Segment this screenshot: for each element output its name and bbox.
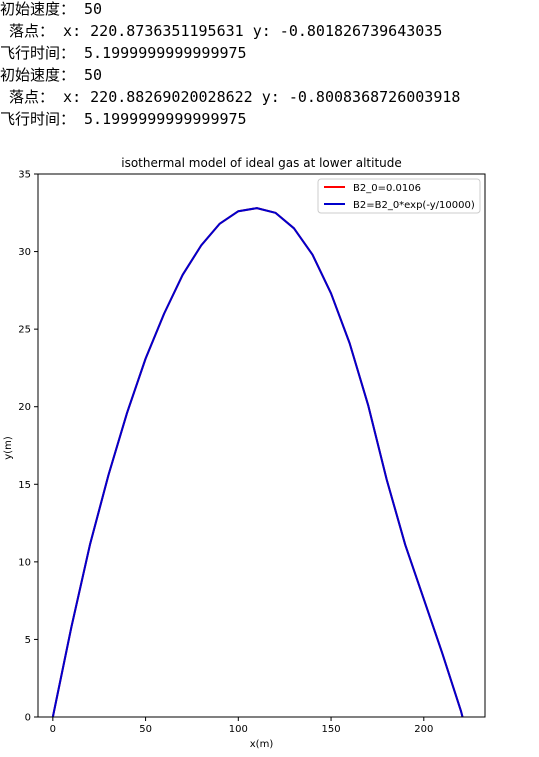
x-tick-label: 100 — [229, 724, 248, 735]
x-axis: 0 50 100 150 200 — [50, 717, 433, 735]
y-tick-label: 0 — [25, 713, 31, 724]
output-line: 飞行时间： 5.1999999999999975 — [0, 44, 247, 62]
output-line: 落点： x: 220.8736351195631 y: -0.801826739… — [0, 22, 443, 40]
figure-background — [0, 150, 539, 757]
y-tick-label: 30 — [18, 247, 31, 258]
x-tick-label: 200 — [414, 724, 433, 735]
output-line: 初始速度： 50 — [0, 0, 103, 18]
x-tick-label: 0 — [50, 724, 56, 735]
y-tick-label: 10 — [18, 557, 31, 568]
x-tick-label: 50 — [139, 724, 152, 735]
y-tick-label: 15 — [18, 480, 31, 491]
x-tick-label: 150 — [322, 724, 341, 735]
output-line: 落点： x: 220.88269020028622 y: -0.80083687… — [0, 88, 461, 106]
output-line: 飞行时间： 5.1999999999999975 — [0, 110, 247, 128]
y-tick-label: 20 — [18, 402, 31, 413]
y-tick-label: 5 — [25, 635, 31, 646]
legend-label: B2_0=0.0106 — [353, 183, 421, 194]
plot-area — [51, 207, 464, 718]
output-line: 初始速度： 50 — [0, 66, 103, 84]
trajectory-chart: isothermal model of ideal gas at lower a… — [0, 150, 539, 757]
axes-frame — [37, 173, 486, 718]
series-line-isothermal-b2 — [51, 207, 464, 718]
y-axis: 0 5 10 15 20 25 30 35 — [18, 170, 38, 724]
legend-label: B2=B2_0*exp(-y/10000) — [353, 200, 475, 211]
y-axis-label: y(m) — [3, 436, 14, 460]
y-tick-label: 35 — [18, 170, 31, 181]
chart-title: isothermal model of ideal gas at lower a… — [121, 156, 402, 170]
y-tick-label: 25 — [18, 325, 31, 336]
legend: B2_0=0.0106 B2=B2_0*exp(-y/10000) — [317, 178, 481, 214]
legend-box — [317, 178, 481, 214]
x-axis-label: x(m) — [250, 739, 274, 750]
